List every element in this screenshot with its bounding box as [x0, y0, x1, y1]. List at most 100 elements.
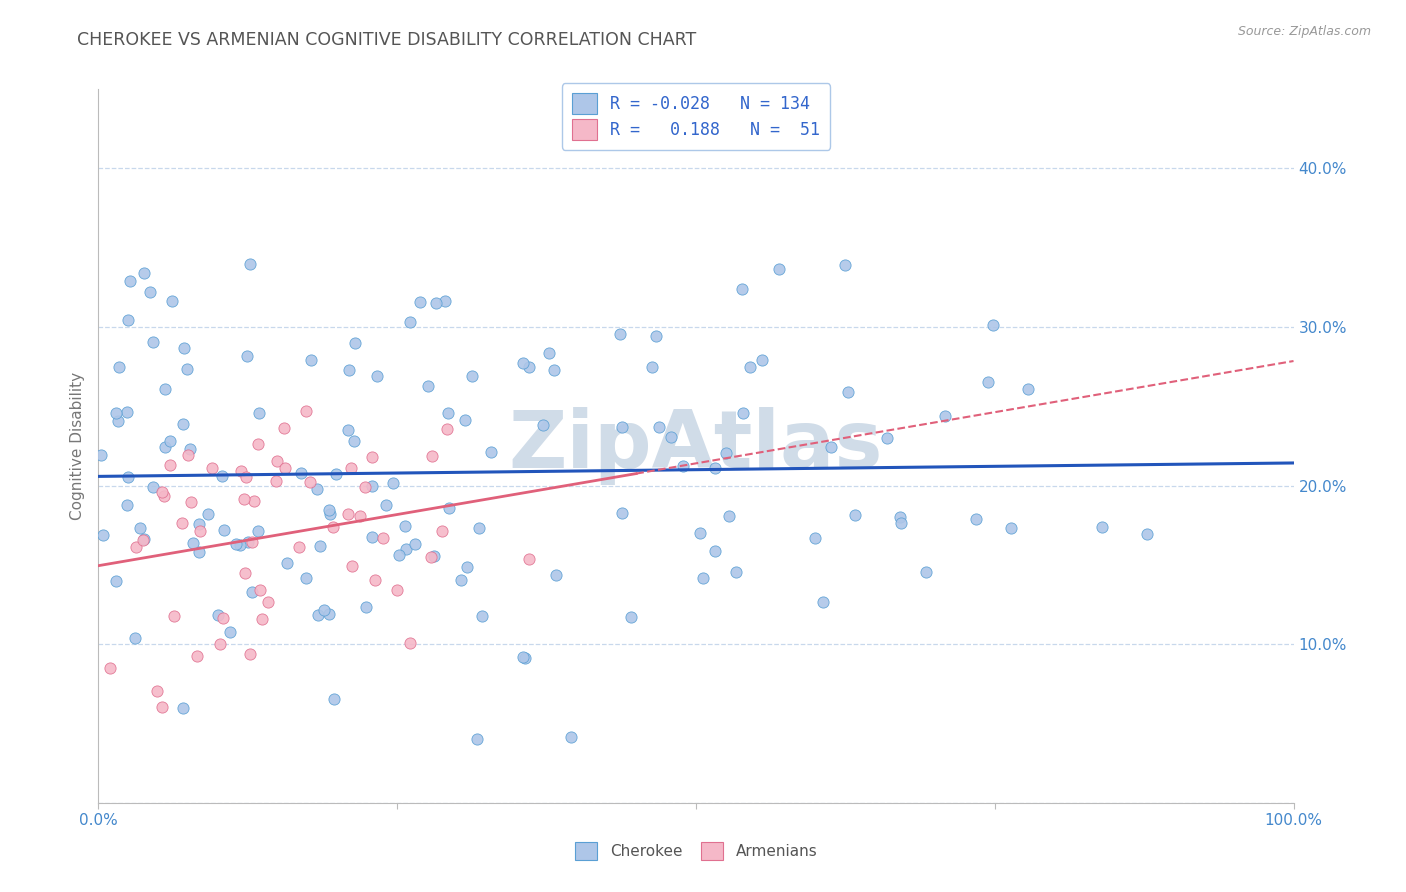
Point: [481, 445, 503, 459]
Point: [363, 573, 385, 587]
Point: [200, 461, 222, 475]
Point: [471, 609, 494, 624]
Point: [366, 368, 388, 383]
Legend: Cherokee, Armenians: Cherokee, Armenians: [568, 836, 824, 866]
Point: [517, 551, 540, 566]
Point: [388, 548, 411, 562]
Point: [844, 508, 866, 523]
Point: [977, 375, 1000, 389]
Point: [190, 524, 212, 538]
Point: [456, 559, 478, 574]
Point: [450, 573, 472, 587]
Point: [610, 420, 633, 434]
Point: [419, 549, 441, 564]
Point: [180, 495, 202, 509]
Point: [299, 352, 322, 367]
Point: [250, 612, 273, 626]
Point: [361, 530, 384, 544]
Point: [219, 624, 242, 639]
Point: [395, 541, 418, 556]
Point: [209, 637, 232, 651]
Point: [243, 493, 266, 508]
Point: [177, 448, 200, 462]
Point: [295, 404, 318, 418]
Point: [1017, 382, 1039, 396]
Point: [340, 559, 363, 574]
Point: [641, 359, 664, 374]
Point: [128, 521, 150, 535]
Point: [295, 571, 318, 585]
Point: [159, 434, 181, 448]
Point: [768, 262, 790, 277]
Point: [150, 699, 173, 714]
Point: [890, 516, 912, 530]
Point: [117, 470, 139, 484]
Point: [659, 430, 682, 444]
Point: [276, 556, 298, 570]
Point: [173, 341, 195, 355]
Point: [247, 406, 270, 420]
Point: [692, 571, 714, 585]
Point: [418, 379, 440, 393]
Point: [176, 361, 198, 376]
Point: [307, 608, 329, 623]
Point: [318, 503, 340, 517]
Point: [197, 508, 219, 522]
Point: [645, 329, 668, 343]
Point: [318, 607, 340, 622]
Point: [325, 467, 347, 481]
Point: [433, 293, 456, 308]
Point: [132, 533, 155, 547]
Point: [290, 466, 312, 480]
Point: [512, 356, 534, 370]
Point: [319, 508, 342, 522]
Point: [689, 526, 711, 541]
Point: [299, 475, 322, 489]
Point: [240, 535, 263, 549]
Point: [246, 437, 269, 451]
Point: [179, 442, 201, 456]
Point: [162, 609, 184, 624]
Point: [437, 501, 460, 516]
Point: [375, 498, 398, 512]
Point: [181, 536, 204, 550]
Point: [465, 732, 488, 747]
Point: [738, 359, 761, 374]
Point: [115, 404, 138, 418]
Point: [349, 509, 371, 524]
Point: [240, 584, 263, 599]
Point: [820, 441, 842, 455]
Point: [139, 285, 162, 300]
Point: [305, 482, 328, 496]
Point: [837, 385, 859, 400]
Point: [437, 406, 460, 420]
Point: [983, 318, 1005, 332]
Point: [730, 282, 752, 296]
Point: [531, 418, 554, 433]
Point: [150, 484, 173, 499]
Point: [125, 540, 148, 554]
Point: [717, 508, 740, 523]
Point: [703, 543, 725, 558]
Point: [751, 352, 773, 367]
Point: [725, 566, 748, 580]
Point: [467, 521, 489, 535]
Point: [538, 345, 561, 359]
Point: [233, 492, 256, 507]
Point: [207, 608, 229, 623]
Point: [235, 470, 257, 484]
Point: [889, 510, 911, 524]
Point: [249, 582, 271, 597]
Point: [159, 458, 181, 473]
Point: [228, 538, 250, 552]
Point: [915, 566, 938, 580]
Point: [965, 511, 987, 525]
Point: [142, 334, 165, 349]
Point: [236, 534, 259, 549]
Point: [609, 327, 631, 342]
Point: [212, 611, 235, 625]
Point: [337, 362, 360, 376]
Point: [105, 406, 128, 420]
Point: [1000, 521, 1022, 535]
Point: [672, 458, 695, 473]
